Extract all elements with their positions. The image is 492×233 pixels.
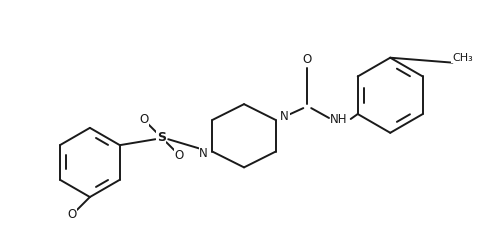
- Text: O: O: [139, 113, 148, 126]
- Text: O: O: [175, 148, 184, 161]
- Text: N: N: [199, 147, 208, 160]
- Text: S: S: [157, 131, 166, 144]
- Text: O: O: [67, 208, 77, 221]
- Text: N: N: [280, 110, 289, 123]
- Text: NH: NH: [330, 113, 348, 127]
- Text: O: O: [303, 53, 312, 66]
- Text: CH₃: CH₃: [452, 53, 473, 63]
